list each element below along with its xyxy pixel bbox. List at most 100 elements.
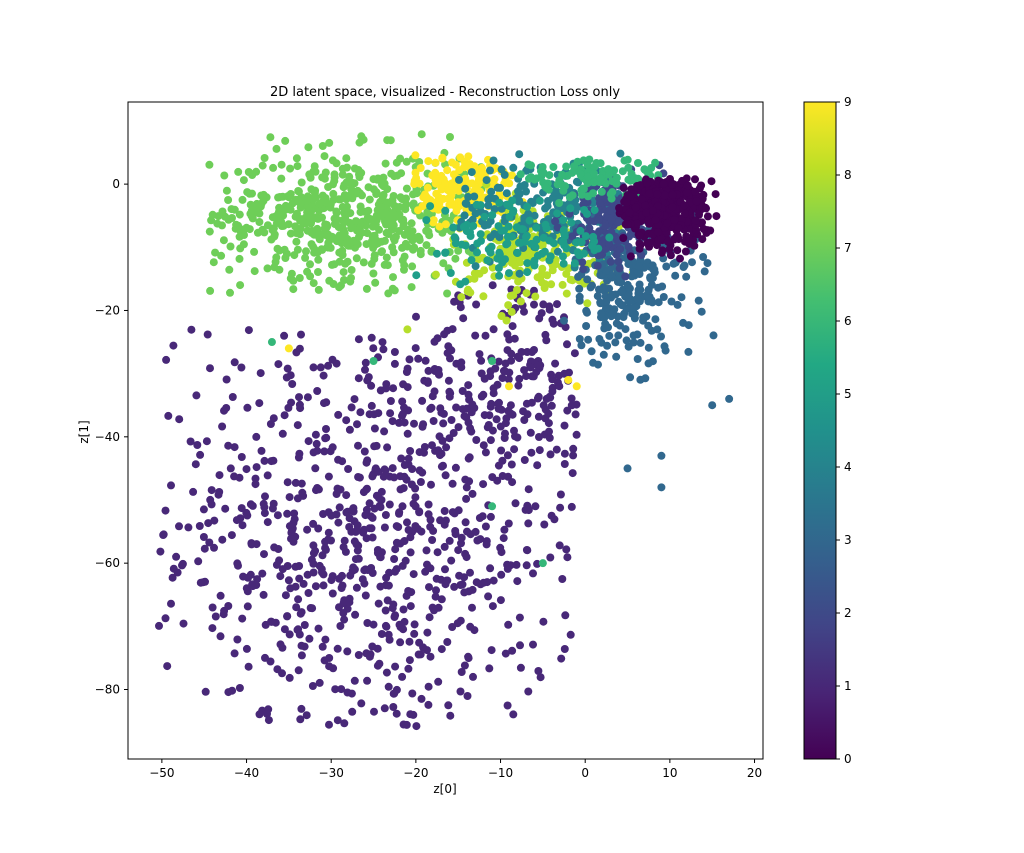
data-point-class-7	[324, 230, 332, 239]
data-point-class-3	[624, 297, 633, 306]
data-point-class-7	[292, 154, 301, 163]
data-point-class-1	[311, 464, 320, 473]
data-point-class-3	[657, 483, 666, 492]
data-point-class-1	[206, 364, 214, 373]
data-point-class-1	[294, 595, 303, 604]
data-point-class-1	[534, 392, 543, 401]
data-point-class-9	[441, 179, 450, 187]
data-point-class-6	[590, 178, 599, 187]
colorbar-tick-label: 9	[844, 95, 852, 109]
data-point-class-4	[528, 199, 537, 207]
data-point-class-1	[375, 659, 384, 668]
data-point-class-1	[324, 361, 333, 370]
data-point-class-0	[670, 234, 679, 243]
data-point-class-7	[235, 232, 244, 241]
data-point-class-1	[370, 707, 378, 716]
data-point-class-5	[559, 252, 567, 261]
data-point-class-7	[244, 168, 253, 176]
data-point-class-1	[418, 422, 427, 431]
data-point-class-1	[489, 576, 498, 585]
data-point-class-1	[317, 565, 326, 574]
data-point-class-1	[499, 366, 508, 375]
data-point-class-7	[342, 239, 351, 248]
data-point-class-1	[285, 673, 294, 682]
data-point-class-7	[305, 213, 314, 222]
data-point-class-1	[498, 374, 507, 382]
data-point-class-1	[404, 526, 413, 534]
data-point-class-1	[535, 314, 544, 323]
data-point-class-7	[339, 183, 348, 192]
data-point-class-1	[481, 522, 490, 531]
data-point-class-1	[568, 469, 577, 478]
data-point-class-1	[243, 602, 252, 611]
data-point-class-0	[626, 252, 635, 261]
data-point-class-0	[698, 235, 707, 244]
data-point-class-0	[711, 190, 720, 199]
data-point-class-1	[522, 561, 531, 570]
data-point-class-1	[429, 526, 438, 535]
data-point-class-2	[621, 272, 630, 281]
data-point-class-1	[362, 534, 371, 543]
data-point-class-1	[420, 376, 429, 385]
data-point-class-1	[398, 410, 407, 419]
data-point-class-1	[498, 472, 507, 480]
data-point-class-2	[606, 257, 615, 266]
data-point-class-1	[163, 662, 172, 671]
data-point-class-7	[277, 174, 286, 183]
data-point-class-1	[395, 509, 403, 518]
data-point-class-8	[502, 316, 511, 325]
data-point-class-1	[419, 643, 428, 652]
data-point-class-3	[595, 285, 603, 294]
data-point-class-9	[508, 171, 516, 180]
data-point-class-7	[345, 172, 354, 181]
data-point-class-1	[530, 300, 538, 309]
data-point-class-1	[343, 688, 352, 697]
data-point-class-5	[559, 237, 568, 246]
data-point-class-5	[449, 223, 458, 232]
data-point-class-1	[230, 649, 239, 658]
y-tick-label: −60	[95, 556, 120, 570]
data-point-class-1	[426, 652, 435, 661]
data-point-class-7	[290, 251, 299, 260]
data-point-class-1	[406, 710, 415, 719]
data-point-class-1	[336, 622, 345, 630]
data-point-class-6	[624, 163, 633, 172]
data-point-class-5	[523, 268, 532, 277]
data-point-class-1	[348, 506, 356, 515]
plot-frame	[127, 101, 764, 760]
data-point-class-1	[570, 349, 579, 358]
data-point-class-1	[187, 325, 196, 334]
data-point-class-1	[530, 346, 538, 354]
data-point-class-7	[286, 164, 295, 173]
data-point-class-9	[432, 189, 441, 198]
data-point-class-1	[320, 447, 329, 456]
data-point-class-7	[355, 138, 364, 147]
data-point-class-1	[273, 511, 282, 520]
data-point-class-1	[211, 612, 220, 621]
data-point-class-3	[654, 298, 663, 307]
data-point-class-6	[530, 175, 539, 184]
data-point-class-9	[505, 382, 513, 391]
data-point-class-1	[286, 371, 295, 380]
data-point-class-1	[227, 531, 236, 540]
data-point-class-1	[278, 643, 287, 652]
data-point-class-0	[668, 190, 677, 199]
data-point-class-0	[626, 192, 635, 201]
data-point-class-7	[206, 286, 215, 295]
data-point-class-9	[451, 160, 460, 169]
data-point-class-1	[427, 480, 435, 489]
data-point-class-1	[545, 305, 554, 314]
data-point-class-7	[362, 221, 371, 230]
data-point-class-7	[372, 190, 381, 198]
data-point-class-0	[698, 194, 707, 203]
y-tick-label: −80	[95, 683, 120, 697]
data-point-class-1	[466, 622, 475, 631]
data-point-class-1	[246, 570, 255, 579]
data-point-class-3	[617, 287, 626, 296]
data-point-class-1	[441, 565, 449, 574]
data-point-class-1	[376, 553, 385, 562]
data-point-class-1	[526, 363, 535, 372]
data-point-class-1	[446, 354, 454, 363]
data-point-class-1	[408, 465, 417, 473]
data-point-class-1	[546, 450, 555, 459]
